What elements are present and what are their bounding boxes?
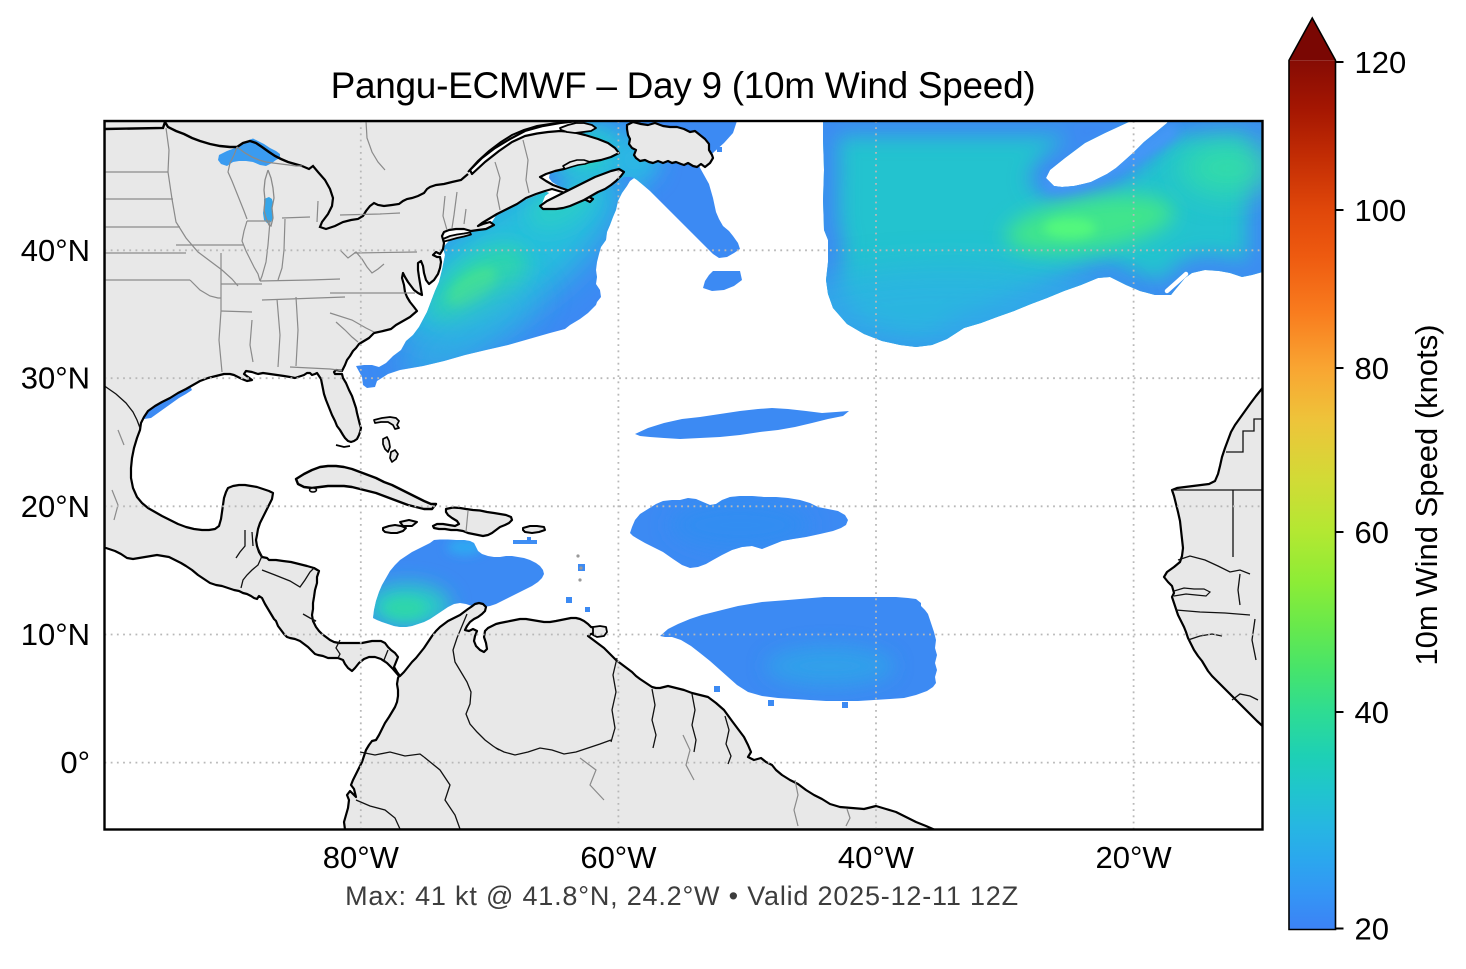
svg-text:80°W: 80°W [323, 840, 400, 875]
svg-text:100: 100 [1355, 193, 1407, 228]
svg-text:60: 60 [1355, 515, 1389, 550]
svg-text:40: 40 [1355, 695, 1389, 730]
svg-text:10°N: 10°N [21, 617, 90, 652]
svg-text:20: 20 [1355, 912, 1389, 947]
svg-text:40°W: 40°W [838, 840, 915, 875]
svg-text:10m Wind Speed (knots): 10m Wind Speed (knots) [1409, 324, 1444, 665]
svg-text:60°W: 60°W [580, 840, 657, 875]
svg-text:80: 80 [1355, 351, 1389, 386]
svg-text:20°W: 20°W [1096, 840, 1173, 875]
svg-text:20°N: 20°N [21, 489, 90, 524]
svg-text:30°N: 30°N [21, 361, 90, 396]
svg-text:120: 120 [1355, 45, 1407, 80]
svg-text:Pangu-ECMWF – Day 9 (10m Wind: Pangu-ECMWF – Day 9 (10m Wind Speed) [331, 65, 1036, 106]
svg-text:Max: 41 kt @ 41.8°N, 24.2°W •: Max: 41 kt @ 41.8°N, 24.2°W • Valid 2025… [345, 881, 1019, 911]
svg-text:40°N: 40°N [21, 233, 90, 268]
svg-text:0°: 0° [60, 745, 90, 780]
